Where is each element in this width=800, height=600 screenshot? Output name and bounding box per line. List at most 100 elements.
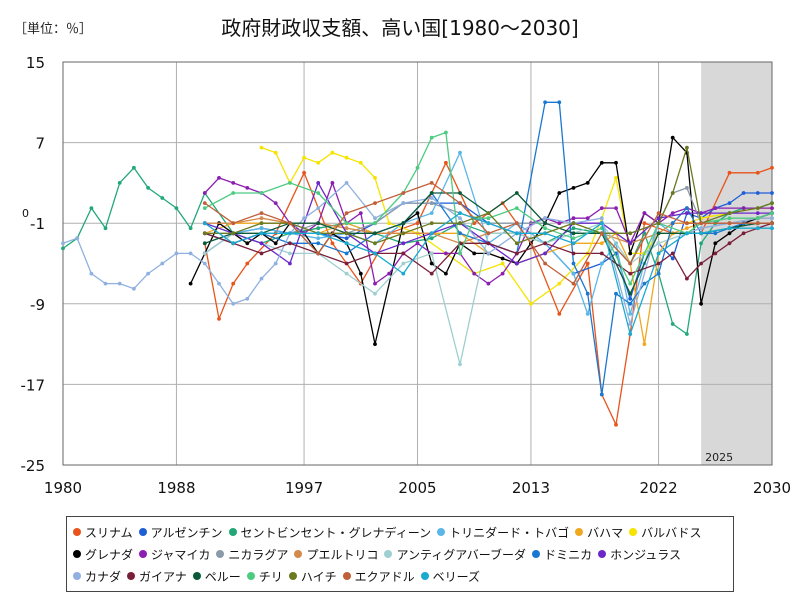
data-point — [401, 231, 406, 236]
data-point — [486, 211, 491, 216]
data-point — [628, 296, 633, 301]
data-point — [429, 201, 434, 206]
data-point — [656, 211, 661, 216]
data-point — [685, 211, 689, 216]
data-point — [727, 231, 732, 236]
legend-item: ベリーズ — [420, 565, 480, 587]
data-point — [699, 211, 703, 216]
data-point — [685, 276, 689, 281]
data-point — [713, 231, 718, 236]
data-point — [344, 211, 349, 216]
data-point — [727, 241, 732, 246]
data-point — [585, 312, 590, 316]
data-point — [458, 216, 462, 221]
data-point — [755, 216, 760, 221]
x-tick-label: 2013 — [512, 479, 550, 497]
legend-label: アンティグアバーブーダ — [396, 547, 527, 562]
data-point — [685, 206, 689, 211]
data-point — [770, 191, 774, 195]
data-point — [585, 216, 590, 221]
data-point — [670, 221, 675, 226]
data-point — [599, 206, 604, 211]
x-tick-label: 2005 — [398, 479, 436, 497]
data-point — [202, 221, 207, 226]
data-point — [344, 226, 349, 231]
data-point — [259, 145, 264, 150]
legend-marker — [384, 550, 393, 558]
data-point — [656, 271, 661, 276]
data-point — [699, 226, 703, 231]
data-point — [344, 261, 349, 266]
y-zero-label: 0 — [22, 207, 29, 220]
legend-item: ペルー — [192, 565, 241, 587]
legend-label: ガイアナ — [139, 569, 187, 584]
data-point — [755, 226, 760, 231]
y-tick-label: -9 — [30, 296, 45, 314]
data-point — [727, 221, 732, 226]
data-point — [103, 226, 108, 231]
data-point — [472, 251, 477, 256]
legend-label: チリ — [258, 569, 283, 584]
data-point — [614, 291, 618, 296]
data-point — [571, 251, 576, 256]
data-point — [316, 251, 321, 256]
data-point — [373, 241, 377, 246]
legend-marker — [629, 528, 638, 536]
legend-marker — [598, 550, 607, 558]
data-point — [543, 100, 547, 105]
data-point — [755, 170, 760, 175]
data-point — [599, 160, 604, 165]
data-point — [429, 231, 434, 236]
legend-label: スリナム — [85, 525, 133, 540]
legend-marker — [288, 572, 297, 580]
legend-item: アンティグアバーブーダ — [384, 543, 526, 565]
data-point — [628, 301, 633, 306]
forecast-region — [701, 62, 772, 465]
data-point — [571, 216, 576, 221]
data-point — [288, 221, 292, 226]
data-point — [344, 231, 349, 236]
data-point — [429, 271, 434, 276]
y-tick-label: -25 — [21, 457, 46, 475]
data-point — [727, 226, 732, 231]
data-point — [543, 241, 547, 246]
data-point — [273, 241, 278, 246]
data-point — [401, 191, 406, 195]
data-point — [259, 231, 264, 236]
legend-label: エクアドル — [354, 569, 415, 584]
data-point — [585, 181, 590, 185]
data-point — [231, 301, 236, 306]
data-point — [599, 216, 604, 221]
legend-marker — [575, 528, 584, 536]
data-point — [571, 281, 576, 286]
data-point — [89, 206, 94, 211]
legend-marker — [342, 572, 351, 580]
data-point — [429, 251, 434, 256]
data-point — [458, 231, 462, 236]
data-point — [727, 170, 732, 175]
data-point — [571, 236, 576, 241]
legend-label: グレナダ — [85, 547, 134, 562]
data-point — [61, 241, 65, 246]
data-point — [288, 231, 292, 236]
data-point — [656, 251, 661, 256]
data-point — [373, 281, 377, 286]
data-point — [259, 276, 264, 281]
legend-marker — [73, 528, 81, 536]
legend-item: ガイアナ — [127, 565, 187, 587]
data-point — [755, 221, 760, 226]
data-point — [557, 281, 562, 286]
data-point — [415, 241, 420, 246]
legend-item: アルゼンチン — [138, 521, 223, 543]
legend-label: バルバドス — [641, 525, 702, 540]
data-point — [514, 221, 519, 226]
legend-item: ハイチ — [288, 565, 337, 587]
legend-marker — [73, 572, 81, 580]
series-14 — [61, 181, 774, 326]
data-point — [557, 221, 562, 226]
data-point — [103, 281, 108, 286]
data-point — [429, 236, 434, 241]
data-point — [202, 206, 207, 211]
data-point — [288, 241, 292, 246]
data-point — [316, 241, 321, 246]
